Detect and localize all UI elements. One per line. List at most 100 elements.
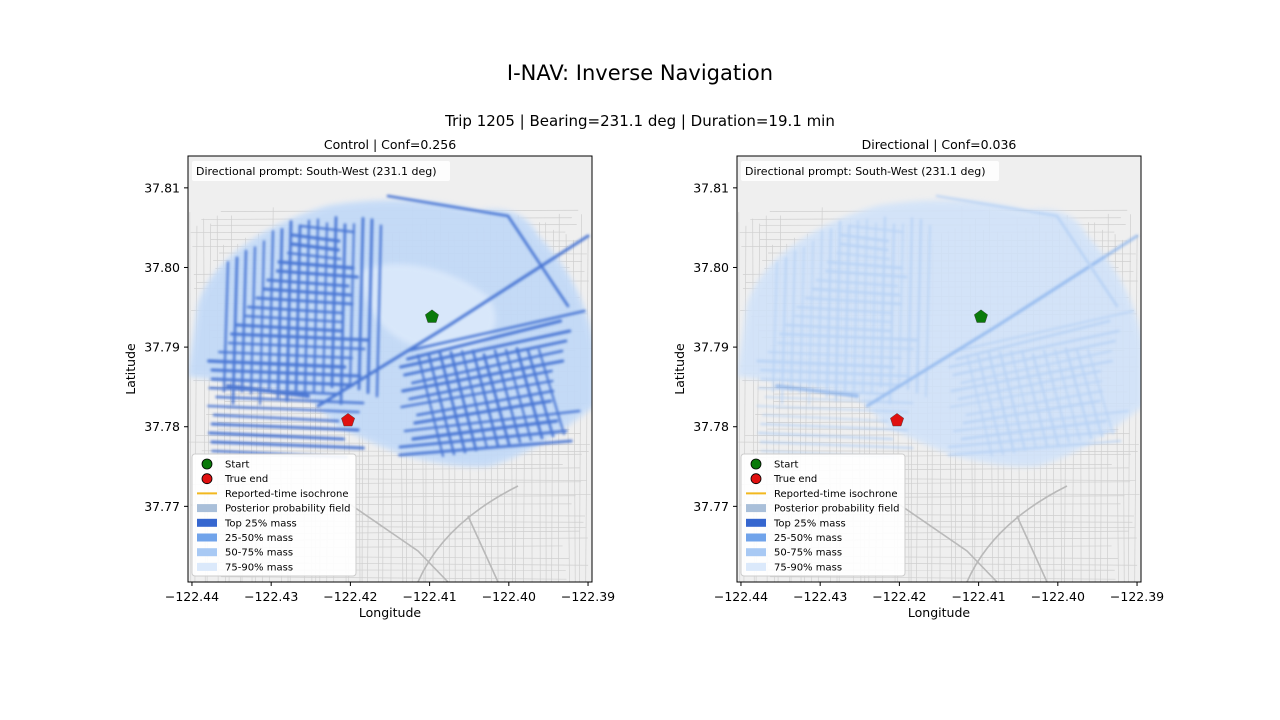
street-line bbox=[220, 576, 567, 580]
mass-street-segment bbox=[843, 224, 851, 394]
mass-street-segment bbox=[915, 218, 923, 394]
legend-label: 75-90% mass bbox=[774, 562, 842, 573]
prompt-annotation: Directional prompt: South-West (231.1 de… bbox=[196, 165, 437, 178]
mass-street-segment bbox=[398, 439, 573, 457]
panels: Directional prompt: South-West (231.1 de… bbox=[123, 137, 1164, 620]
street-line bbox=[769, 576, 1116, 580]
mass-street-segment bbox=[482, 353, 511, 446]
legend-label: Reported-time isochrone bbox=[774, 489, 897, 500]
legend-label: 50-75% mass bbox=[225, 548, 293, 559]
mass-street-segment bbox=[366, 218, 374, 394]
mass-street-segment bbox=[321, 222, 329, 395]
mass-street-segment bbox=[1043, 349, 1070, 443]
mass-street-segment bbox=[826, 260, 904, 270]
mass-street-segment bbox=[790, 250, 796, 393]
legend-label: 25-50% mass bbox=[774, 533, 842, 544]
x-axis-title: Longitude bbox=[908, 605, 970, 620]
street-line bbox=[1152, 244, 1154, 582]
figure-subtitle: Trip 1205 | Bearing=231.1 deg | Duration… bbox=[445, 112, 835, 130]
mass-street-segment bbox=[898, 223, 904, 388]
legend-label: Posterior probability field bbox=[225, 504, 350, 515]
mass-street-segment bbox=[759, 377, 903, 387]
x-tick-label: −122.39 bbox=[1110, 589, 1164, 604]
legend-box bbox=[191, 453, 357, 577]
legend: Start True end Reported-time isochrone Post… bbox=[740, 453, 906, 577]
mass-street-segment bbox=[399, 329, 572, 369]
mass-street-segment bbox=[950, 359, 1113, 393]
mass-street-segment bbox=[207, 359, 347, 369]
highway-line bbox=[337, 495, 449, 582]
highway-line bbox=[467, 515, 499, 582]
legend-label: Start bbox=[774, 460, 799, 471]
mass-street-segment bbox=[339, 223, 347, 405]
highway-line bbox=[1016, 515, 1048, 582]
y-tick-label: 37.77 bbox=[693, 499, 729, 514]
x-axis-title: Longitude bbox=[359, 605, 421, 620]
legend-marker bbox=[201, 458, 213, 470]
mass-street-segment bbox=[312, 218, 320, 394]
street-line bbox=[603, 244, 605, 582]
street-line bbox=[738, 212, 741, 582]
legend-patch bbox=[197, 533, 217, 542]
legend-label: 50-75% mass bbox=[774, 548, 842, 559]
mass-street-segment bbox=[416, 354, 445, 458]
mass-street-segment bbox=[246, 305, 344, 315]
mass-street-segment bbox=[759, 368, 911, 378]
legend-label: True end bbox=[224, 474, 268, 485]
y-tick-label: 37.80 bbox=[144, 260, 180, 275]
x-tick-label: −122.43 bbox=[793, 589, 847, 604]
mass-street-segment bbox=[825, 228, 833, 398]
mass-street-segment bbox=[948, 329, 1120, 369]
mass-street-segment bbox=[493, 349, 522, 444]
mass-street-segment bbox=[759, 422, 909, 432]
axes-frame bbox=[187, 155, 593, 583]
y-tick-label: 37.79 bbox=[693, 340, 729, 355]
mass-street-segment bbox=[987, 352, 1016, 454]
mass-street-segment bbox=[449, 351, 478, 452]
prompt-annotation-box bbox=[741, 161, 999, 181]
mass-street-segment bbox=[871, 222, 877, 394]
low-mass-hole bbox=[358, 264, 496, 352]
mass-street-segment bbox=[767, 351, 902, 359]
mass-street-segment bbox=[249, 246, 257, 395]
legend-marker bbox=[750, 473, 762, 485]
mass-street-segment bbox=[796, 306, 893, 314]
mass-street-segment bbox=[962, 399, 1101, 425]
mass-street-segment bbox=[960, 419, 1107, 441]
street-line bbox=[189, 212, 192, 582]
start-marker bbox=[425, 309, 439, 323]
legend: Start True end Reported-time isochrone Post… bbox=[191, 453, 357, 577]
panel-title: Directional | Conf=0.036 bbox=[862, 137, 1017, 152]
mass-street-segment bbox=[504, 348, 533, 442]
mass-street-segment bbox=[255, 296, 354, 306]
mass-street-segment bbox=[222, 261, 230, 393]
prompt-annotation-box bbox=[192, 161, 450, 181]
legend-marker bbox=[750, 458, 762, 470]
x-tick-label: −122.42 bbox=[323, 589, 377, 604]
mass-street-segment bbox=[1031, 353, 1060, 446]
figure-title: I-NAV: Inverse Navigation bbox=[506, 61, 774, 85]
mass-street-grid bbox=[756, 194, 1139, 458]
mass-street-segment bbox=[537, 348, 566, 436]
x-tick-label: −122.42 bbox=[872, 589, 926, 604]
mass-street-segment bbox=[215, 395, 365, 405]
mass-street-segment bbox=[757, 431, 894, 441]
mass-street-segment bbox=[411, 419, 559, 441]
mass-street-segment bbox=[998, 351, 1027, 452]
mass-street-segment bbox=[398, 429, 568, 449]
mass-street-segment bbox=[756, 405, 909, 413]
mass-street-segment bbox=[406, 319, 563, 361]
mass-street-segment bbox=[935, 194, 1119, 308]
legend-label: Reported-time isochrone bbox=[225, 489, 348, 500]
mass-street-segment bbox=[772, 261, 778, 393]
true-end-marker bbox=[341, 413, 355, 427]
mass-street-segment bbox=[804, 296, 903, 306]
x-tick-label: −122.43 bbox=[244, 589, 298, 604]
y-tick-label: 37.78 bbox=[144, 419, 180, 434]
mass-street-segment bbox=[957, 370, 1102, 400]
mass-street-segment bbox=[759, 440, 914, 450]
x-tick-label: −122.44 bbox=[165, 589, 219, 604]
mass-street-segment bbox=[879, 216, 887, 388]
mass-street-segment bbox=[210, 422, 360, 432]
